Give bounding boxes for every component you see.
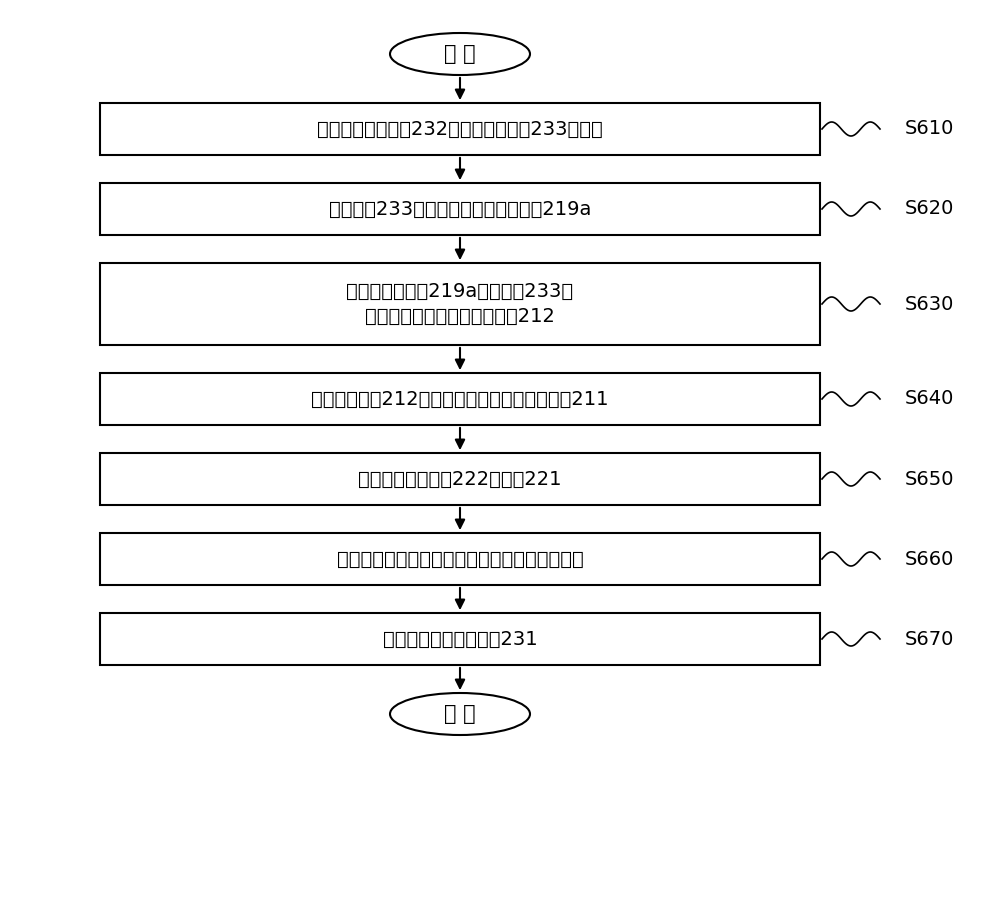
Text: S670: S670 [905,630,954,648]
Text: 在外延层233上构图刻蚀形成多个凹槽219a: 在外延层233上构图刻蚀形成多个凹槽219a [329,199,591,218]
Bar [100,533,820,585]
Text: 正面形成介质层、引出源区并金属化形成源电极: 正面形成介质层、引出源区并金属化形成源电极 [337,550,583,568]
Bar [100,613,820,665]
Bar [100,453,820,505]
Text: S650: S650 [905,469,954,488]
Text: 结 束: 结 束 [444,704,476,724]
Text: 凹凸栅介质层212上对应构图形成凹凸状栅电极211: 凹凸栅介质层212上对应构图形成凹凸状栅电极211 [311,389,609,409]
Text: S610: S610 [905,119,954,139]
Text: 开 始: 开 始 [444,44,476,64]
Text: S620: S620 [905,199,954,218]
Ellipse shape [390,33,530,75]
Text: 构图掺杂形成体区222和源区221: 构图掺杂形成体区222和源区221 [358,469,562,488]
Text: 提供在半导体衬底232上已形成外延层233的结构: 提供在半导体衬底232上已形成外延层233的结构 [317,119,603,139]
Ellipse shape [390,693,530,735]
Text: S630: S630 [905,295,954,314]
Bar [100,183,820,235]
Bar [100,103,820,155]
Bar [100,263,820,345]
Text: S660: S660 [905,550,954,568]
Text: S640: S640 [905,389,954,409]
Text: 背面金属化形成漏电极231: 背面金属化形成漏电极231 [383,630,537,648]
Bar [100,373,820,425]
Text: 在至少包含凹槽219a的外延层233上
构图氧化形成凹凸状栅介质层212: 在至少包含凹槽219a的外延层233上 构图氧化形成凹凸状栅介质层212 [346,282,574,326]
